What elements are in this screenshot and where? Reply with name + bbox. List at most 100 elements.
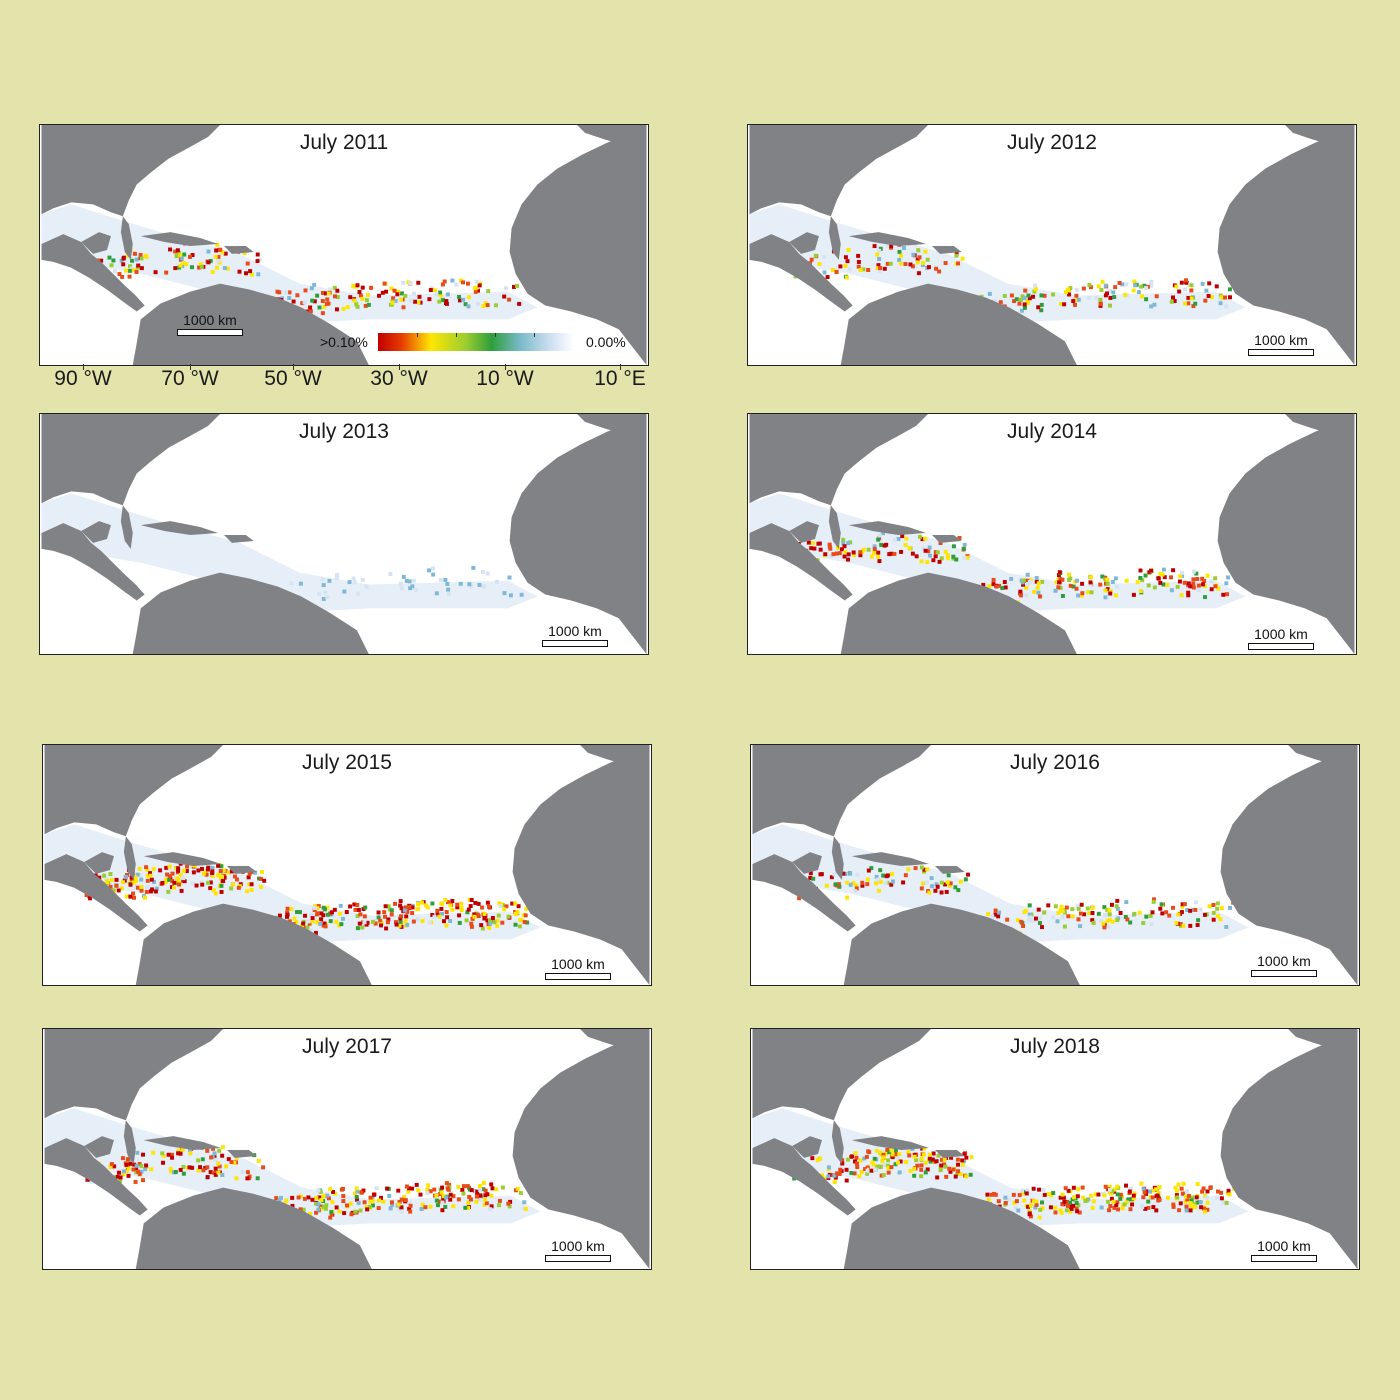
- density-cell: [1102, 1193, 1107, 1198]
- density-cell: [1076, 1203, 1081, 1208]
- density-cell: [482, 916, 487, 921]
- density-cell: [1101, 921, 1106, 926]
- density-cell: [437, 1199, 442, 1204]
- density-cell: [246, 875, 251, 880]
- density-cell: [906, 867, 911, 872]
- density-cell: [478, 1193, 483, 1198]
- density-cell: [811, 876, 816, 881]
- density-cell: [938, 1168, 943, 1173]
- density-cell: [151, 1150, 156, 1155]
- axis-tick-label: 10 °W: [476, 367, 534, 390]
- density-cell: [1017, 301, 1022, 306]
- density-cell: [1152, 302, 1157, 307]
- density-cell: [420, 919, 425, 924]
- density-cell: [1099, 919, 1104, 924]
- density-cell: [153, 889, 158, 894]
- density-cell: [387, 907, 392, 912]
- density-cell: [1060, 594, 1065, 598]
- florida-land: [828, 216, 841, 260]
- density-cell: [1105, 919, 1110, 924]
- density-cell: [862, 1156, 867, 1161]
- density-cell: [829, 554, 834, 558]
- density-cell: [1198, 907, 1203, 912]
- density-cell: [89, 1179, 94, 1184]
- density-cell: [1176, 1182, 1181, 1187]
- map-panel-2013: July 2013 1000 km: [39, 413, 649, 655]
- density-cell: [256, 1158, 261, 1163]
- density-cell: [185, 864, 190, 869]
- density-cell: [489, 1182, 494, 1187]
- density-cell: [1058, 908, 1063, 913]
- density-cell: [201, 871, 206, 876]
- density-cell: [284, 290, 289, 295]
- density-cell: [1081, 286, 1086, 291]
- density-cell: [1178, 1201, 1183, 1206]
- density-cell: [478, 1184, 482, 1188]
- density-cell: [443, 1204, 448, 1209]
- density-cell: [405, 909, 410, 914]
- density-cell: [465, 910, 470, 915]
- density-cell: [1056, 585, 1061, 590]
- density-cell: [1060, 915, 1065, 920]
- density-cell: [220, 250, 225, 255]
- density-cell: [822, 270, 827, 275]
- density-cell: [1191, 304, 1196, 309]
- density-cell: [329, 1212, 334, 1217]
- density-cell: [488, 918, 492, 923]
- density-cell: [468, 1197, 473, 1202]
- density-cell: [216, 258, 221, 263]
- density-cell: [358, 912, 363, 917]
- density-cell: [176, 866, 181, 871]
- density-cell: [1181, 1181, 1186, 1186]
- density-cell: [1068, 1209, 1073, 1214]
- density-cell: [432, 1187, 437, 1192]
- density-cell: [196, 1158, 201, 1163]
- density-cell: [1180, 902, 1185, 907]
- density-cell: [382, 910, 387, 915]
- density-cell: [1191, 577, 1196, 582]
- south-america-land: [135, 903, 372, 985]
- density-cell: [910, 551, 915, 556]
- density-cell: [1219, 1196, 1224, 1201]
- density-cell: [964, 1174, 969, 1179]
- density-cell: [176, 882, 181, 887]
- density-cell: [884, 542, 889, 547]
- density-cell: [1112, 1187, 1117, 1192]
- density-cell: [1051, 292, 1056, 297]
- density-cell: [121, 1172, 126, 1177]
- density-cell: [284, 1198, 289, 1203]
- density-cell: [898, 261, 903, 266]
- north-america-land: [749, 125, 929, 217]
- density-cell: [507, 1204, 512, 1209]
- density-cell: [492, 920, 497, 925]
- density-cell: [415, 901, 420, 906]
- density-cell: [247, 871, 252, 876]
- density-cell: [145, 873, 150, 878]
- density-cell: [1028, 1214, 1033, 1219]
- density-cell: [365, 920, 370, 925]
- density-cell: [488, 921, 493, 926]
- density-cell: [389, 1200, 394, 1205]
- density-cell: [522, 920, 527, 925]
- density-cell: [1054, 580, 1059, 585]
- density-cell: [1193, 907, 1198, 912]
- density-cell: [1056, 573, 1061, 578]
- density-cell: [216, 254, 221, 259]
- density-cell: [921, 881, 926, 886]
- density-cell: [353, 907, 358, 912]
- density-cell: [362, 1200, 367, 1205]
- density-cell: [874, 881, 879, 886]
- density-cell: [1194, 1195, 1199, 1200]
- density-cell: [926, 265, 931, 270]
- density-cell: [431, 566, 436, 571]
- density-cell: [455, 905, 460, 910]
- density-cell: [410, 911, 415, 915]
- axis-tick-label: 30 °W: [370, 367, 428, 390]
- scale-bar-line: [545, 973, 611, 980]
- density-cell: [391, 296, 396, 301]
- density-cell: [489, 1193, 494, 1198]
- density-cell: [1019, 593, 1024, 598]
- density-cell: [134, 1163, 139, 1168]
- density-cell: [858, 268, 863, 272]
- density-cell: [1211, 902, 1216, 907]
